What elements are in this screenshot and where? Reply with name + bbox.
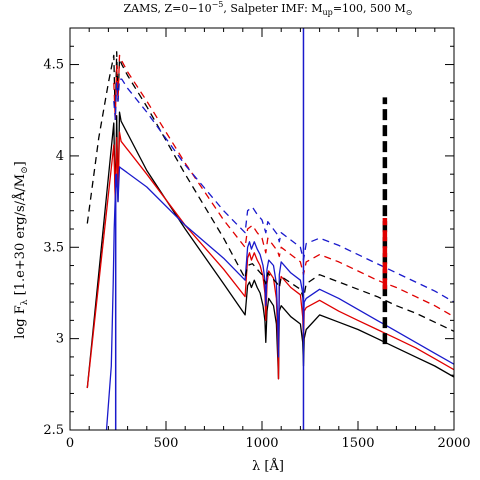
x-tick-label-1: 500 bbox=[154, 436, 179, 451]
x-tick-label-3: 1500 bbox=[341, 436, 374, 451]
x-tick-label-2: 1000 bbox=[245, 436, 278, 451]
x-tick-label-0: 0 bbox=[66, 436, 74, 451]
ylabel-part-4: ] bbox=[13, 161, 28, 166]
chart-title: ZAMS, Z=0−10−5, Salpeter IMF: Mup=100, 5… bbox=[124, 0, 413, 17]
series-line-4 bbox=[113, 54, 454, 318]
title-part-1: −5 bbox=[212, 0, 224, 9]
series-line-3 bbox=[86, 51, 454, 332]
ylabel-part-3: ⊙ bbox=[20, 166, 30, 174]
ylabel-part-2: [1.e+30 erg/s/Å/M bbox=[12, 174, 28, 300]
series-line-2 bbox=[105, 166, 454, 430]
y-tick-label-1: 3 bbox=[56, 332, 64, 347]
title-part-4: =100, 500 M bbox=[333, 2, 406, 15]
series-line-0 bbox=[86, 111, 454, 389]
x-axis-title: λ [Å] bbox=[252, 458, 284, 474]
title-part-2: , Salpeter IMF: M bbox=[223, 2, 322, 15]
y-tick-label-2: 3.5 bbox=[43, 240, 64, 255]
x-tick-label-4: 2000 bbox=[437, 436, 470, 451]
series-line-1 bbox=[86, 131, 454, 389]
y-tick-label-4: 4.5 bbox=[43, 58, 64, 73]
y-tick-label-0: 2.5 bbox=[43, 423, 64, 438]
title-part-5: ⊙ bbox=[406, 8, 413, 17]
ylabel-part-0: log F bbox=[13, 305, 28, 338]
title-part-0: ZAMS, Z=0−10 bbox=[124, 2, 212, 15]
series-line-5 bbox=[113, 78, 454, 303]
plot-area: 0 500 1000 1500 2000 2.5 3 3.5 4 4.5 bbox=[43, 27, 471, 451]
title-part-3: up bbox=[323, 8, 333, 17]
y-tick-label-3: 4 bbox=[56, 149, 64, 164]
y-axis-title: log Fλ [1.e+30 erg/s/Å/M⊙] bbox=[12, 161, 30, 338]
ylabel-part-1: λ bbox=[20, 299, 30, 305]
